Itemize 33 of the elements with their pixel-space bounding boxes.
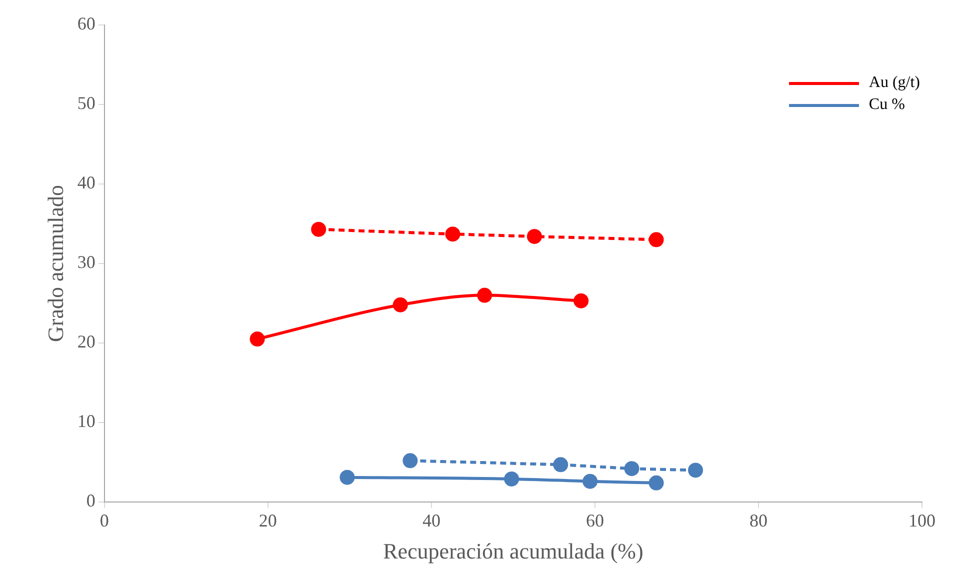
y-tick-label: 60 [77,14,96,34]
point [402,453,418,468]
point [624,461,640,476]
x-tick-label: 0 [100,510,109,531]
y-tick-label: 20 [77,332,96,352]
point [574,293,589,308]
point [582,474,598,489]
y-tick-label: 30 [77,252,96,272]
y-tick-label: 10 [77,411,96,432]
point [311,222,326,237]
x-tick-label: 40 [422,510,440,531]
x-tick-label: 80 [749,510,768,531]
point [477,288,492,303]
point [688,462,704,478]
point [648,232,664,248]
x-axis-title: Recuperación acumulada (%) [383,538,644,564]
y-tick-label: 0 [86,490,96,511]
x-tick-label: 60 [586,510,604,531]
x-tick-label: 20 [258,510,277,531]
y-axis-title: Grado acumulado [42,185,68,342]
x-tick-label: 100 [908,510,936,531]
legend-label: Cu % [868,96,905,114]
point [648,475,664,490]
y-tick-label: 40 [77,172,96,193]
point [250,332,265,347]
point [392,297,408,312]
point [340,470,355,485]
legend-label: Au (g/t) [868,74,920,92]
point [504,471,520,486]
point [445,226,460,242]
y-tick-label: 50 [77,93,96,114]
point [553,457,568,472]
point [526,228,542,244]
